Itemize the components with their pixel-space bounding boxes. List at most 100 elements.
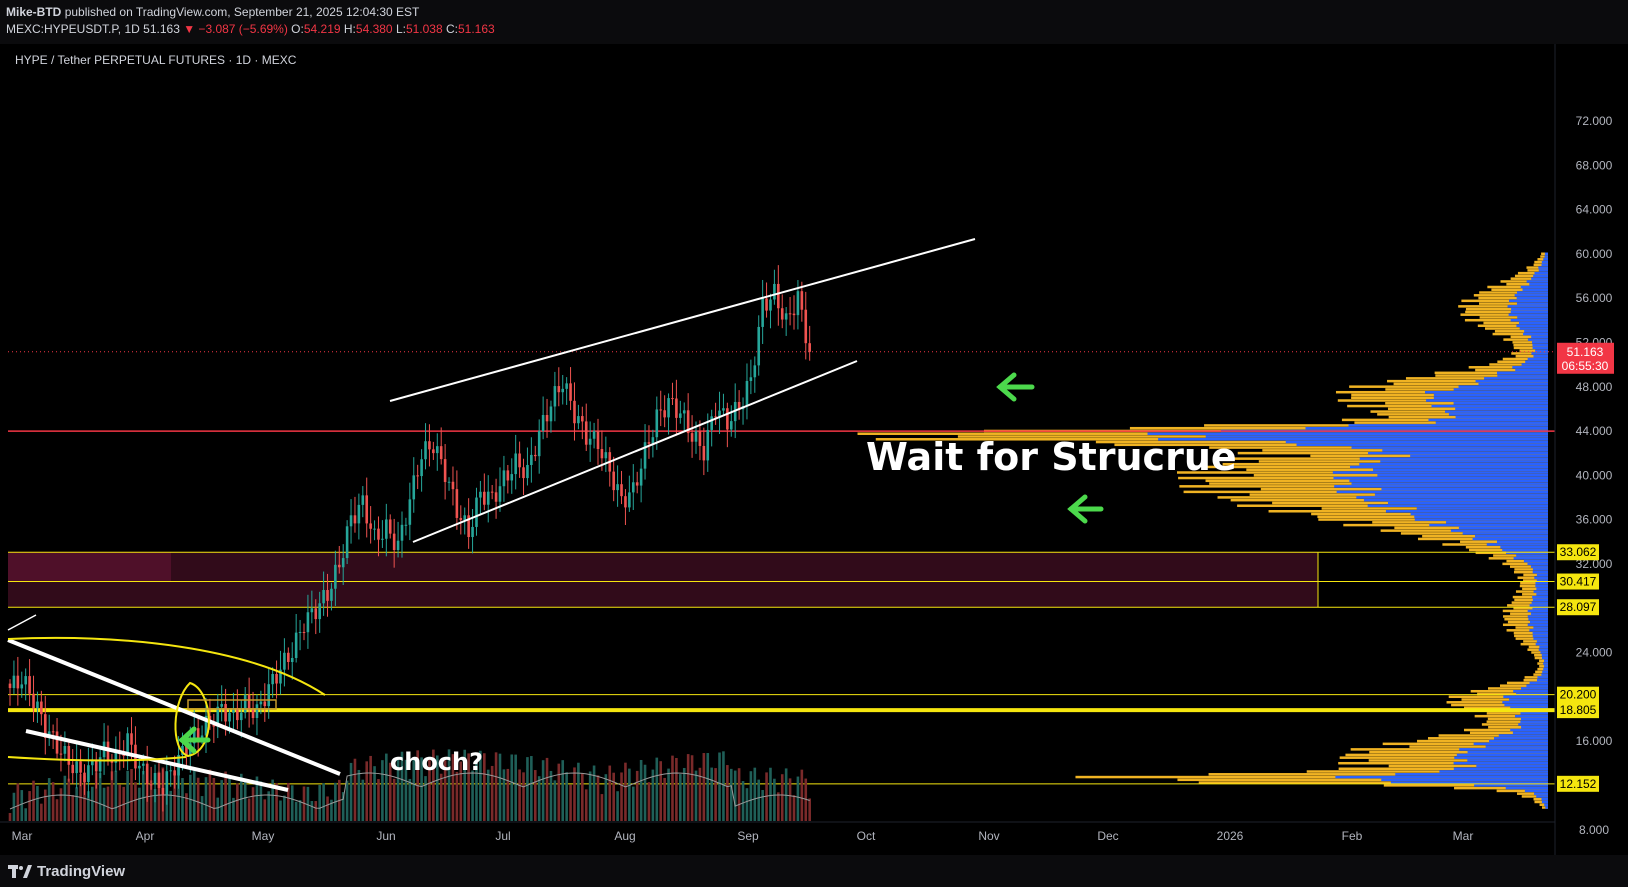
candle-body [545,415,549,422]
channel-lower-line[interactable] [412,360,858,543]
candle-body [404,524,408,526]
price-chart[interactable]: HYPE / Tether PERPETUAL FUTURES · 1D · M… [0,44,1628,855]
author-name[interactable]: Mike-BTD [6,5,62,19]
volume-bar [318,784,321,821]
candle-body [40,701,43,715]
volume-profile-bar [1507,604,1548,607]
volume-profile-bar-blue [1534,792,1548,795]
candle-body [686,410,690,434]
volume-profile-bar-blue [1429,523,1548,527]
candle-body [424,441,427,460]
demand-zone[interactable] [8,552,1318,608]
volume-bar [271,779,274,821]
volume-bar [126,770,129,821]
price-level-badge[interactable] [1557,775,1599,792]
candle-body [753,365,757,378]
volume-bar [600,794,604,821]
candle-body [251,709,255,718]
arrow-icon [1067,494,1104,524]
wedge-lower-line[interactable] [25,729,289,792]
price-axis[interactable]: 72.00068.00064.00060.00056.00052.00048.0… [1554,44,1614,855]
volume-profile-bar [1349,385,1548,388]
curve-drawing-top[interactable] [7,636,326,696]
volume-profile-bar-blue [1527,357,1548,361]
volume-profile-bar-blue [1478,382,1548,386]
candle-body [604,452,608,459]
volume-profile-bar [1541,806,1548,809]
volume-bar [592,765,596,821]
candle-body [483,491,486,505]
price-level-badge[interactable] [1557,686,1599,703]
volume-profile-bar [1528,645,1548,649]
volume-bar [381,760,384,821]
candle-body [294,632,298,658]
candle-body [200,735,204,739]
candle-body [216,706,220,727]
volume-bar [761,790,764,821]
volume-bar [514,754,517,821]
channel-upper-line[interactable] [389,238,976,402]
candle-body [443,459,447,483]
candle-body [639,468,643,486]
candle-body [428,441,431,450]
volume-bar [388,762,392,821]
candle-body [510,474,514,481]
volume-bar [32,780,35,821]
volume-profile-bar [1513,346,1548,350]
volume-profile-bar-blue [1502,548,1548,552]
volume-bar [251,787,255,821]
volume-profile-bar-blue [1510,706,1548,710]
chart-header: Mike-BTD published on TradingView.com, S… [0,0,1628,44]
volume-profile-bar [1446,701,1548,704]
volume-profile-bar [1511,352,1548,355]
candle-body [114,750,118,763]
volume-profile-bar-blue [1473,742,1548,746]
price-level-badge[interactable] [1557,573,1599,590]
volume-profile-bar-blue [1533,590,1548,593]
wedge-upper-line[interactable] [7,638,341,776]
small-box[interactable] [187,699,277,710]
volume-profile-bar [1464,706,1548,710]
candle-body [345,526,349,559]
volume-bar [208,769,212,821]
curve-drawing-bottom[interactable] [7,756,187,762]
short-trend-line[interactable] [7,614,37,631]
volume-profile-bar [1540,255,1548,258]
time-tick-label: Mar [1453,829,1474,843]
zone-highlight[interactable] [8,552,171,582]
symbol-label[interactable]: MEXC:HYPEUSDT.P, 1D [6,22,140,36]
publish-date: published on TradingView.com, September … [64,5,420,19]
volume-bar [345,780,349,821]
volume-bar [604,774,608,821]
volume-profile-bar [1535,670,1548,674]
candle-body [702,445,706,461]
volume-bar [757,779,761,821]
current-price-badge[interactable] [1557,342,1614,374]
volume-profile-bar-blue [1529,681,1548,685]
time-tick-label: Sep [737,829,759,843]
price-level-badge[interactable] [1557,702,1599,719]
time-tick-label: Mar [12,829,33,843]
annotation-choch[interactable]: choch? [390,748,483,776]
volume-profile-bar-blue [1541,260,1548,264]
price-level-badge[interactable] [1557,544,1599,561]
volume-bar [788,778,792,821]
volume-profile-bar-blue [1539,645,1548,649]
volume-profile-bar-blue [1484,377,1548,380]
volume-profile-bar-blue [1513,689,1548,693]
volume-bar [483,753,486,821]
volume-bar [498,753,502,821]
volume-profile-bar [1510,277,1548,280]
volume-profile-bar [1417,739,1548,743]
annotation-wait-for-structure[interactable]: Wait for Strucrue [866,435,1237,479]
volume-profile-bar-blue [1526,280,1548,283]
volume-profile-bar [1520,581,1548,585]
tradingview-logo[interactable]: TradingView [8,863,125,880]
price-level-badge[interactable] [1557,599,1599,616]
time-axis[interactable]: Mar Apr May Jun Jul Aug Sep Oct Nov Dec 2026 Feb Mar [0,821,1555,843]
volume-profile-bar [1306,770,1548,773]
volume-bar [545,757,549,821]
volume-profile-bar [1382,742,1548,746]
volume-profile-bar [1514,634,1548,638]
candle-body [138,765,141,769]
